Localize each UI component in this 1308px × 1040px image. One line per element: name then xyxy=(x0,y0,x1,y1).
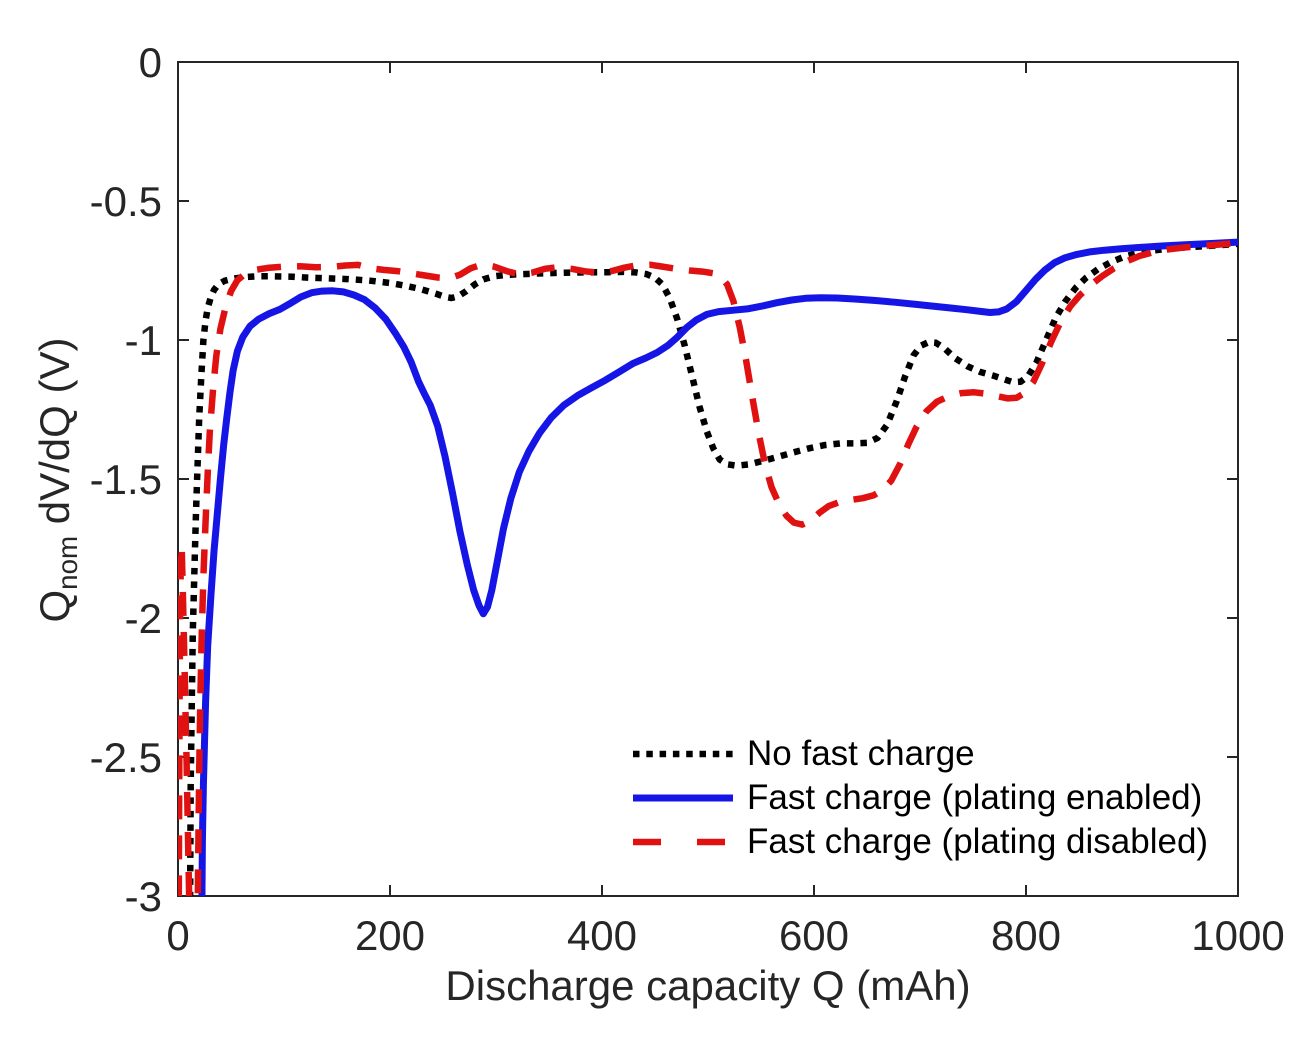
x-tick-label: 200 xyxy=(355,912,425,959)
curve-no-fast-charge xyxy=(186,240,1238,896)
legend-item-fast-charge-plating-enabled: Fast charge (plating enabled) xyxy=(633,776,1208,820)
x-tick-label: 0 xyxy=(166,912,189,959)
y-tick-label: -3 xyxy=(125,873,162,920)
y-axis-label-base: Q xyxy=(31,589,78,623)
y-axis-label: Qnom dV/dQ (V) xyxy=(27,310,83,650)
legend-swatch-dashed-red-icon xyxy=(633,838,733,846)
x-tick-label: 400 xyxy=(567,912,637,959)
y-tick-label: -2.5 xyxy=(90,734,162,781)
legend-item-fast-charge-plating-disabled: Fast charge (plating disabled) xyxy=(633,820,1208,864)
y-tick-label: 0 xyxy=(139,39,162,86)
legend-swatch-dotted-black-icon xyxy=(633,750,733,758)
curve-fast-charge-plating-disabled xyxy=(178,239,1238,896)
y-tick-label: -2 xyxy=(125,595,162,642)
curve-fast-charge-plating-enabled xyxy=(198,238,1238,896)
x-tick-label: 1000 xyxy=(1191,912,1284,959)
y-tick-label: -1.5 xyxy=(90,456,162,503)
y-axis-label-rest: dV/dQ (V) xyxy=(31,337,78,536)
legend-swatch-solid-blue-icon xyxy=(633,794,733,802)
legend-label: No fast charge xyxy=(747,734,975,773)
legend-label: Fast charge (plating enabled) xyxy=(747,778,1203,817)
x-tick-label: 800 xyxy=(991,912,1061,959)
x-tick-label: 600 xyxy=(779,912,849,959)
legend-label: Fast charge (plating disabled) xyxy=(747,822,1209,861)
y-tick-label: -1 xyxy=(125,317,162,364)
y-axis-label-subscript: nom xyxy=(51,535,83,590)
legend-item-no-fast-charge: No fast charge xyxy=(633,732,1208,776)
y-tick-label: -0.5 xyxy=(90,178,162,225)
legend: No fast charge Fast charge (plating enab… xyxy=(633,732,1208,864)
x-axis-label: Discharge capacity Q (mAh) xyxy=(445,962,971,1009)
